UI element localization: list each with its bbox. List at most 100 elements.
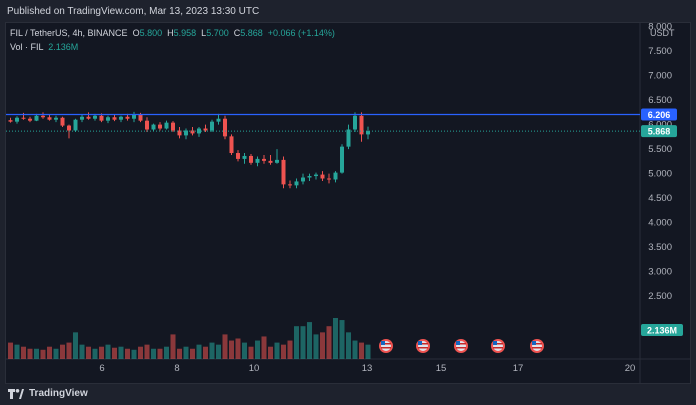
open-label: O — [132, 28, 140, 38]
high-value: 5.958 — [173, 28, 197, 38]
candle-body — [28, 118, 32, 121]
volume-bar — [216, 344, 221, 359]
footer-bar — [0, 384, 696, 405]
last-price-label: 5.868 — [648, 127, 671, 137]
volume-bar — [242, 342, 247, 359]
currency-unit[interactable]: USDT — [650, 28, 675, 38]
candle-body — [67, 125, 71, 131]
price-tick-label: 3.000 — [648, 267, 672, 278]
candle-body — [138, 114, 143, 121]
volume-bar — [131, 349, 137, 359]
candle-body — [288, 184, 292, 186]
volume-bar — [274, 342, 280, 359]
tradingview-logo-icon — [8, 388, 24, 399]
volume-bar — [99, 346, 104, 359]
candle-body — [203, 128, 208, 131]
volume-bar — [164, 346, 169, 359]
line-price-label: 6.206 — [648, 110, 671, 120]
volume-bar — [248, 346, 254, 359]
chart-frame[interactable] — [5, 22, 691, 384]
low-label: L — [201, 28, 207, 38]
candle-body — [119, 116, 123, 120]
candle-body — [262, 158, 266, 161]
volume-bar — [346, 332, 351, 359]
candle-body — [8, 120, 13, 122]
last-price-label-bg — [641, 125, 677, 138]
volume-bar — [294, 326, 299, 359]
candle-body — [333, 172, 338, 180]
published-bar: Published on TradingView.com, Mar 13, 20… — [0, 0, 696, 22]
tradingview-logo[interactable]: TradingView — [8, 388, 88, 399]
candle-body — [158, 124, 162, 129]
volume-bar — [177, 348, 182, 359]
volume-bar — [144, 344, 150, 359]
candle-body — [15, 117, 19, 122]
candle-body — [320, 174, 325, 179]
candle-body — [86, 116, 91, 119]
volume-bar — [352, 340, 358, 359]
volume-bar — [79, 344, 85, 359]
volume-bar — [138, 346, 143, 359]
volume-bar — [229, 340, 234, 359]
candle-body — [125, 116, 130, 119]
price-tick-label: 7.000 — [648, 71, 672, 82]
volume-bar — [183, 346, 189, 359]
price-tick-label: 6.500 — [648, 95, 672, 106]
volume-bar — [14, 344, 20, 359]
economic-event-flag-icon[interactable] — [379, 339, 393, 353]
volume-bar — [125, 348, 130, 359]
economic-event-flag-icon[interactable] — [454, 339, 468, 353]
candle-body — [353, 115, 357, 130]
candle-body — [255, 158, 260, 163]
time-tick-label: 10 — [249, 363, 260, 374]
time-tick-label: 6 — [99, 363, 104, 374]
volume-bar — [86, 346, 91, 359]
candle-body — [73, 119, 78, 131]
economic-event-flag-icon[interactable] — [491, 339, 505, 353]
volume-bar — [313, 334, 319, 359]
volume-bar — [196, 344, 202, 359]
volume-label[interactable]: Vol · FIL — [10, 42, 44, 52]
volume-bar — [170, 334, 176, 359]
candle-body — [80, 116, 84, 120]
candle-body — [242, 155, 247, 159]
candle-body — [216, 118, 221, 122]
candle-body — [301, 177, 305, 182]
volume-bar — [359, 342, 364, 359]
volume-bar — [255, 340, 260, 359]
candle-body — [171, 122, 175, 131]
candle-body — [190, 130, 195, 134]
candle-body — [99, 115, 104, 121]
symbol-name[interactable]: FIL / TetherUS, 4h, BINANCE — [10, 28, 128, 38]
volume-bar — [320, 332, 325, 359]
price-tick-label: 8.000 — [648, 22, 672, 33]
price-tick-label: 3.500 — [648, 242, 672, 253]
volume-bar — [333, 318, 338, 359]
economic-event-flag-icon[interactable] — [416, 339, 430, 353]
close-label: C — [233, 28, 241, 38]
candle-body — [60, 117, 65, 126]
volume-bar — [92, 348, 98, 359]
candle-body — [340, 146, 344, 173]
volume-bar — [40, 349, 46, 359]
candle-body — [21, 117, 26, 119]
time-tick-label: 20 — [625, 363, 636, 374]
economic-event-flag-icon[interactable] — [530, 339, 544, 353]
volume-bar — [21, 346, 26, 359]
candle-body — [268, 160, 273, 163]
candle-body — [47, 117, 52, 120]
candle-body — [106, 117, 110, 121]
candle-body — [34, 115, 39, 121]
published-text: Published on TradingView.com, Mar 13, 20… — [7, 6, 260, 17]
candle-body — [366, 131, 370, 135]
candle-body — [359, 115, 364, 135]
volume-legend: Vol · FIL 2.136M — [10, 42, 78, 52]
candle-body — [346, 129, 351, 147]
candle-body — [112, 117, 117, 120]
volume-bar — [209, 342, 215, 359]
candle-body — [210, 121, 214, 131]
price-tick-label: 7.500 — [648, 46, 672, 57]
candle-body — [164, 122, 169, 129]
candle-body — [184, 130, 188, 136]
